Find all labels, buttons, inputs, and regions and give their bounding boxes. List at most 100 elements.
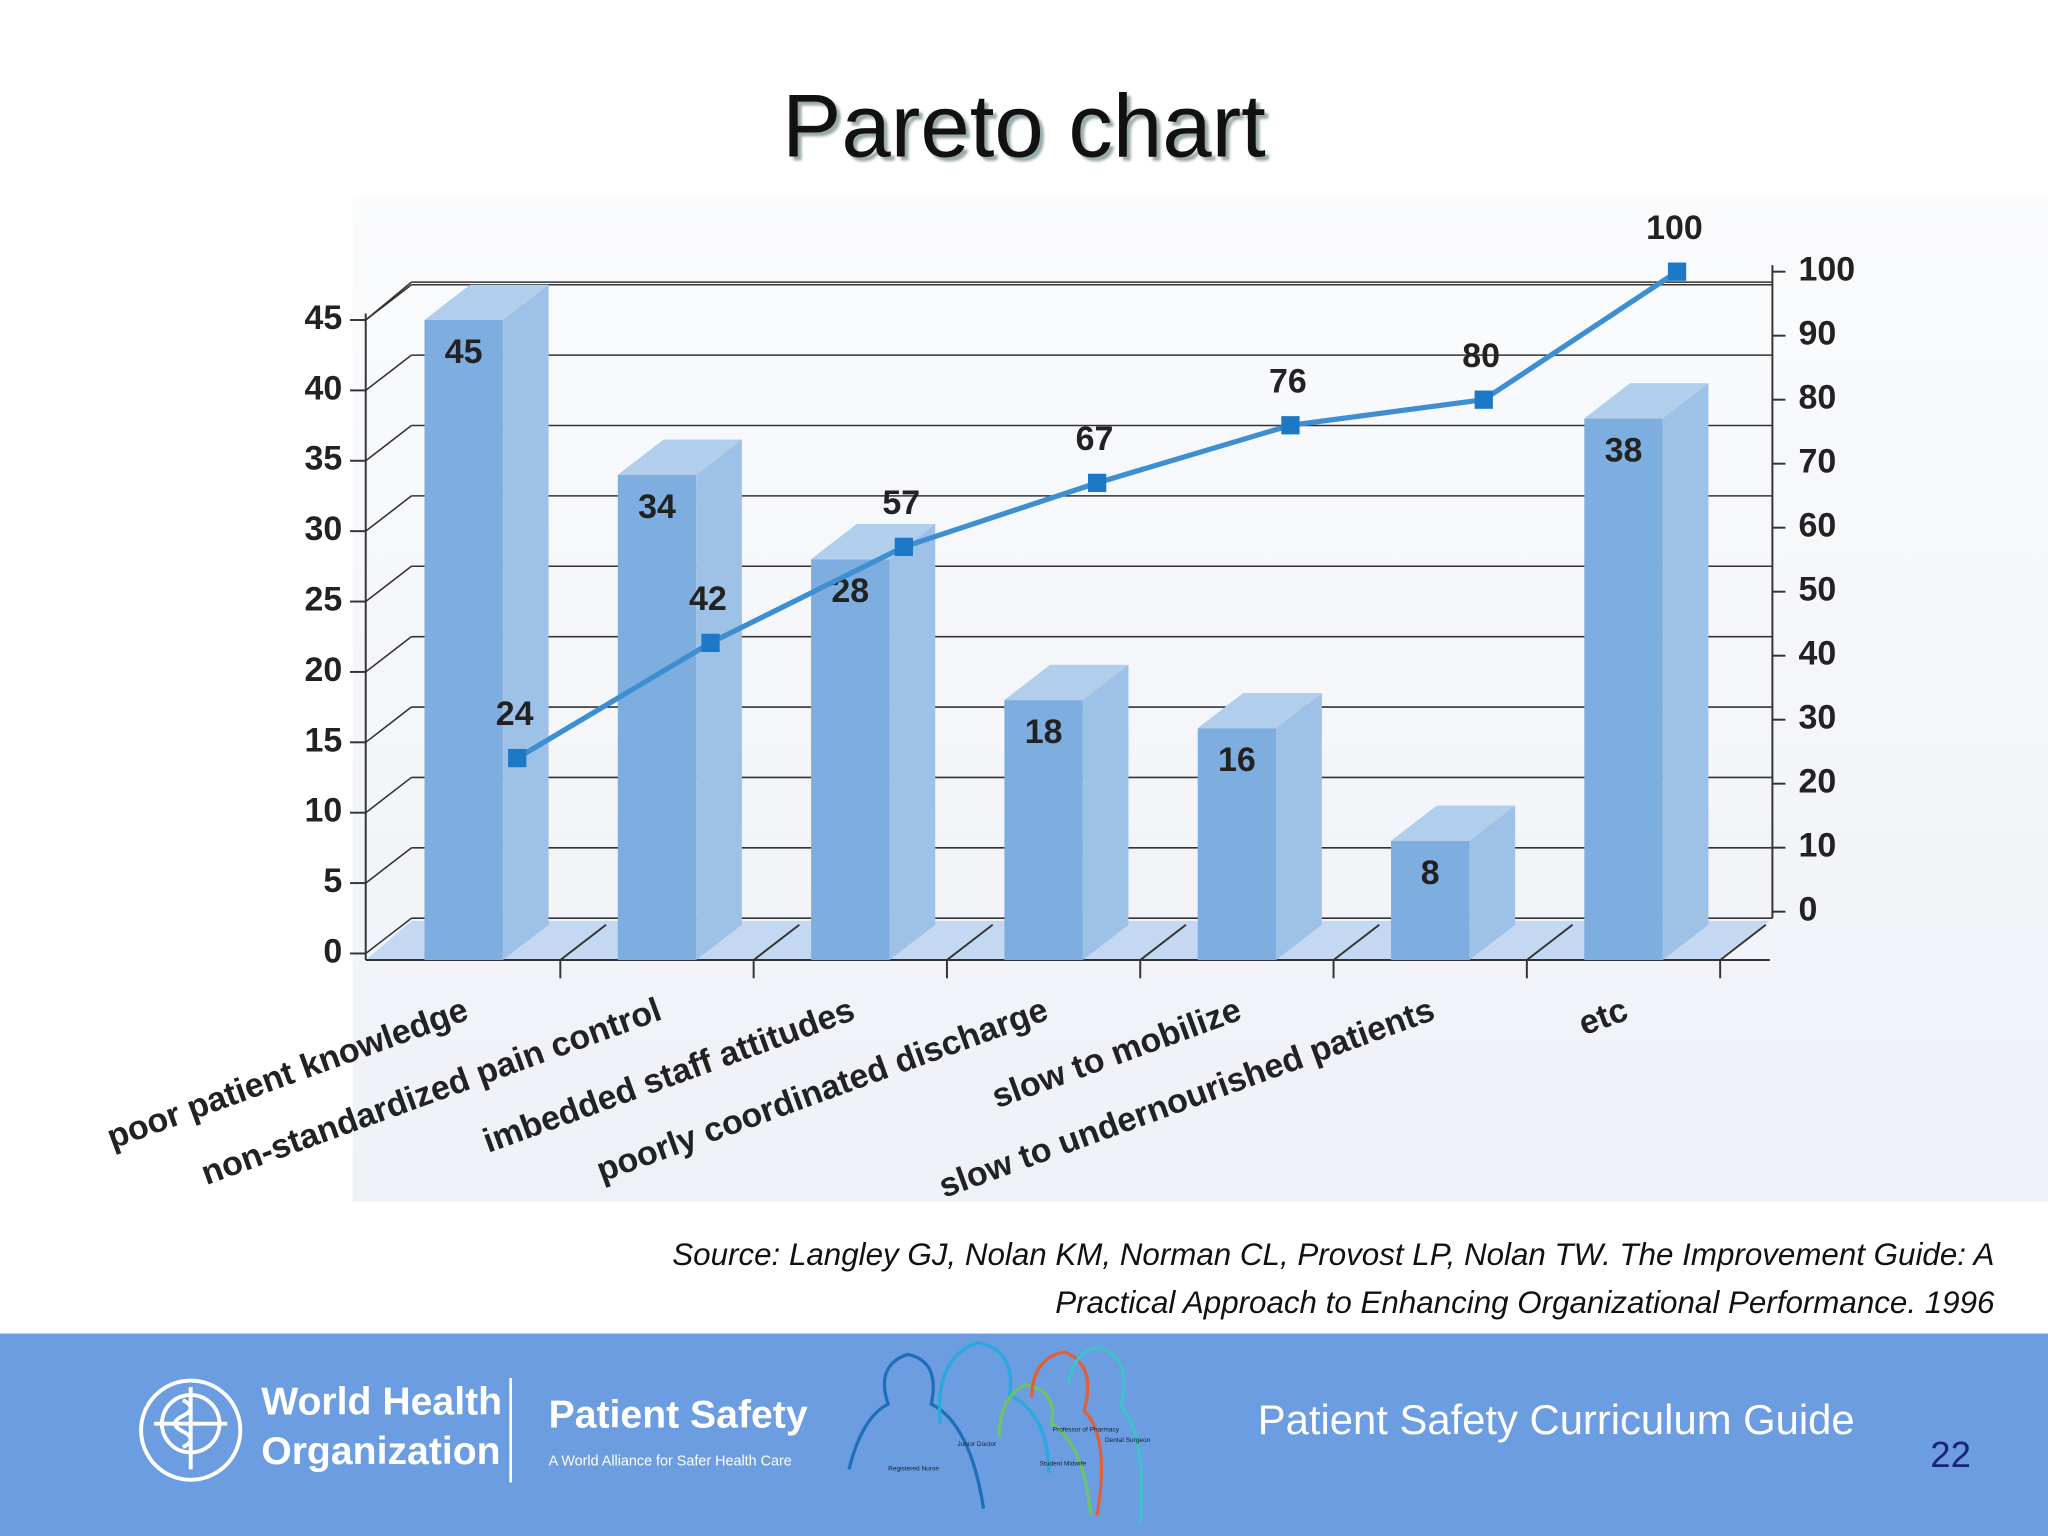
y-tick-label: 35 (304, 440, 342, 478)
bar-top (617, 439, 742, 475)
bar-value-label: 45 (445, 333, 483, 371)
bar-value-label: 18 (1025, 713, 1063, 751)
line-marker (508, 748, 527, 768)
bar-top-shade (1391, 805, 1516, 841)
bar-top-shade (1584, 383, 1709, 419)
bar-top (1391, 805, 1516, 841)
y2-tick-label: 60 (1799, 507, 1837, 545)
grid-line (365, 706, 412, 743)
y-tick-label: 10 (304, 792, 342, 830)
y2-tick-label: 10 (1799, 827, 1837, 865)
y2-tick-label: 90 (1799, 315, 1837, 353)
who-name: Organization (261, 1430, 500, 1473)
grid-line (365, 284, 412, 321)
grid-line (365, 495, 412, 532)
y-tick-label: 0 (323, 932, 342, 970)
bar (617, 474, 697, 960)
y2-tick-label: 20 (1799, 763, 1837, 801)
bar-top-shade (1197, 692, 1322, 729)
y-tick-label: 5 (323, 862, 342, 900)
bar-side-shade (1469, 805, 1516, 960)
line-value-label: 76 (1269, 362, 1307, 400)
bar-side-shade (696, 439, 742, 960)
figure-label: Professor of Pharmacy (1053, 1427, 1120, 1434)
line-value-label: 67 (1076, 420, 1114, 458)
bar-side-shade (1276, 692, 1322, 960)
grid-line (365, 847, 412, 884)
floor-divider (1719, 923, 1767, 961)
bar-top (1004, 664, 1129, 701)
bar-value-label: 16 (1218, 741, 1256, 779)
bar (1004, 700, 1083, 960)
footer: World Health Organization Patient Safety… (0, 1333, 2048, 1536)
program-name: Patient Safety (549, 1394, 808, 1437)
line-marker (1088, 473, 1107, 493)
figure-label: Junior Doctor (957, 1441, 997, 1448)
bar-value-label: 34 (638, 488, 676, 526)
grid-line (365, 354, 412, 392)
grid-line (365, 776, 412, 814)
bar-side (502, 284, 549, 960)
floor-divider (1139, 923, 1187, 961)
page-number: 22 (1930, 1434, 1971, 1475)
grid-line (365, 636, 412, 673)
bar-top-shade (811, 524, 936, 560)
bar-value-label: 8 (1421, 854, 1440, 892)
bar (1584, 418, 1663, 961)
y2-tick-label: 40 (1799, 635, 1837, 673)
bar-side-shade (502, 284, 549, 960)
grid-line (365, 917, 412, 955)
y2-tick-label: 70 (1799, 443, 1837, 481)
y2-tick-label: 30 (1799, 699, 1837, 737)
line-marker (701, 633, 720, 653)
line-value-label: 80 (1462, 337, 1500, 375)
footer-band (0, 1333, 2048, 1536)
source-line: Source: Langley GJ, Nolan KM, Norman CL,… (672, 1237, 1994, 1272)
bar-side (889, 524, 936, 960)
bar-top (1197, 692, 1322, 729)
bar-top (811, 524, 936, 560)
slide-title: Pareto chart (782, 77, 1266, 176)
floor-divider (559, 923, 607, 961)
line-value-label: 42 (689, 580, 727, 618)
y2-tick-label: 100 (1799, 251, 1856, 289)
y2-tick-label: 0 (1799, 891, 1818, 929)
figure-label: Student Midwife (1040, 1460, 1087, 1467)
line-value-label: 24 (496, 695, 534, 733)
floor-divider (946, 923, 994, 961)
bar-top-shade (617, 439, 742, 475)
bar-side-shade (1082, 664, 1129, 960)
bar (811, 559, 890, 960)
bar-top (424, 284, 549, 320)
y-tick-label: 40 (304, 369, 342, 407)
bar-top (1584, 383, 1709, 419)
floor-divider (1332, 923, 1380, 961)
y2-tick-label: 50 (1799, 571, 1837, 609)
y-tick-label: 30 (304, 510, 342, 548)
bar-side (1662, 383, 1709, 960)
grid-line (365, 565, 412, 603)
bar-side (1469, 805, 1516, 960)
grid-line (365, 424, 412, 462)
source-line: Practical Approach to Enhancing Organiza… (1055, 1285, 1995, 1320)
program-tagline: A World Alliance for Safer Health Care (549, 1453, 792, 1469)
y-tick-label: 20 (304, 651, 342, 689)
bar-top-shade (1004, 664, 1129, 701)
line-value-label: 100 (1646, 209, 1703, 247)
floor-divider (753, 923, 800, 961)
line-marker (1474, 390, 1493, 409)
bar-side (1082, 664, 1129, 960)
y2-tick-label: 80 (1799, 379, 1837, 417)
floor-divider (1526, 923, 1574, 961)
bar (1391, 840, 1470, 960)
chart-background (352, 195, 2048, 1202)
guide-title: Patient Safety Curriculum Guide (1258, 1396, 1855, 1443)
line-value-label: 57 (882, 484, 920, 522)
bar-side (1276, 692, 1322, 960)
y-tick-label: 25 (304, 581, 342, 619)
line-marker (1281, 416, 1300, 435)
bar (424, 320, 503, 960)
figure-label: Dental Surgeon (1105, 1437, 1151, 1444)
figures-illustration (847, 1341, 1144, 1525)
